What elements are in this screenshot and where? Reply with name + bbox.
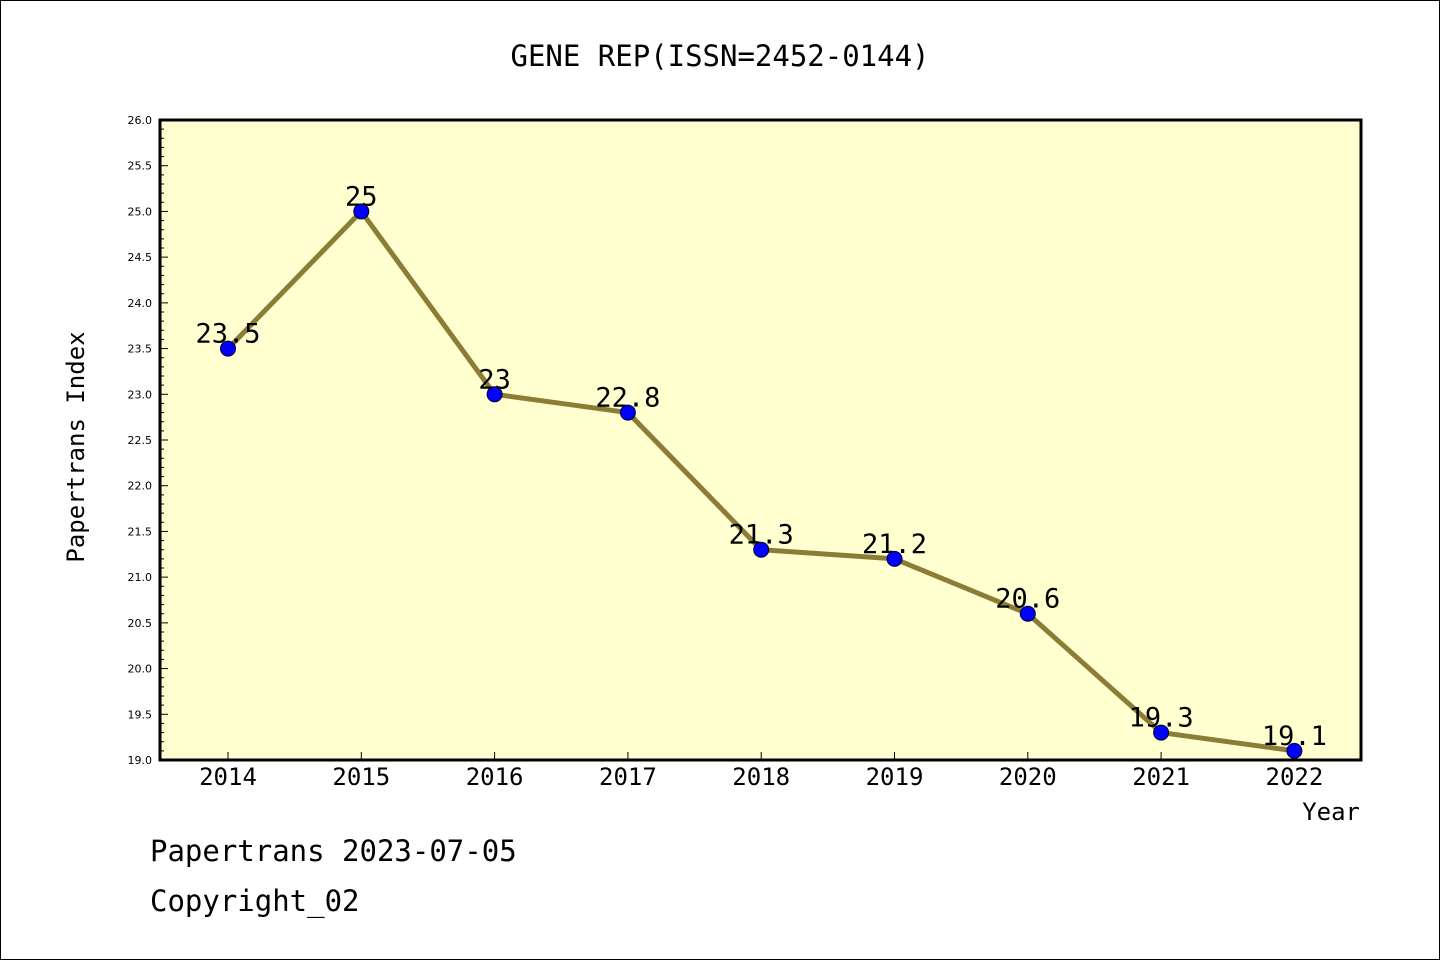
- x-tick-label: 2022: [1266, 763, 1324, 791]
- data-point: [1286, 742, 1303, 759]
- y-tick-label: 25.5: [128, 160, 153, 173]
- data-point: [1019, 605, 1036, 622]
- y-tick-label: 20.5: [128, 617, 153, 630]
- y-tick-label: 19.0: [128, 754, 153, 767]
- x-tick-label: 2017: [599, 763, 657, 791]
- x-axis-label: Year: [1302, 798, 1360, 826]
- y-tick-label: 23.0: [128, 388, 153, 401]
- y-tick-label: 25.0: [128, 205, 153, 218]
- data-label: 23: [478, 364, 511, 395]
- y-tick-label: 26.0: [128, 114, 153, 127]
- x-tick-label: 2021: [1132, 763, 1190, 791]
- y-tick-label: 23.5: [128, 343, 153, 356]
- y-axis-label: Papertrans Index: [62, 331, 90, 562]
- data-point: [1153, 724, 1170, 741]
- y-tick-label: 24.0: [128, 297, 153, 310]
- x-tick-label: 2016: [466, 763, 524, 791]
- y-tick-label: 22.5: [128, 434, 153, 447]
- y-tick-label: 20.0: [128, 663, 153, 676]
- data-point: [619, 404, 636, 421]
- x-tick-label: 2018: [732, 763, 790, 791]
- chart-title: GENE REP(ISSN=2452-0144): [510, 39, 929, 73]
- y-tick-label: 21.5: [128, 525, 153, 538]
- y-tick-label: 24.5: [128, 251, 153, 264]
- data-point: [353, 203, 370, 220]
- data-label: 25: [345, 181, 378, 212]
- data-label: 21.3: [729, 520, 794, 551]
- plot-background: [160, 120, 1361, 760]
- x-tick-label: 2015: [332, 763, 390, 791]
- data-label: 22.8: [595, 383, 660, 414]
- x-tick-label: 2019: [866, 763, 924, 791]
- data-point: [220, 340, 236, 357]
- data-point: [886, 550, 903, 567]
- y-tick-label: 22.0: [128, 480, 153, 493]
- y-tick-label: 19.5: [128, 708, 153, 721]
- data-label: 21.2: [862, 529, 927, 560]
- data-point: [753, 541, 770, 558]
- x-tick-label: 2020: [999, 763, 1057, 791]
- data-label: 23.5: [195, 319, 260, 350]
- plot-border: [158, 118, 1363, 762]
- data-label: 19.1: [1262, 721, 1327, 752]
- x-tick-label: 2014: [199, 763, 257, 791]
- y-tick-label: 21.0: [128, 571, 153, 584]
- data-label: 20.6: [995, 584, 1060, 615]
- data-label: 19.3: [1129, 703, 1194, 734]
- data-point: [486, 386, 503, 403]
- footer-copyright: Copyright_02: [150, 884, 360, 918]
- footer-date: Papertrans 2023-07-05: [150, 834, 517, 868]
